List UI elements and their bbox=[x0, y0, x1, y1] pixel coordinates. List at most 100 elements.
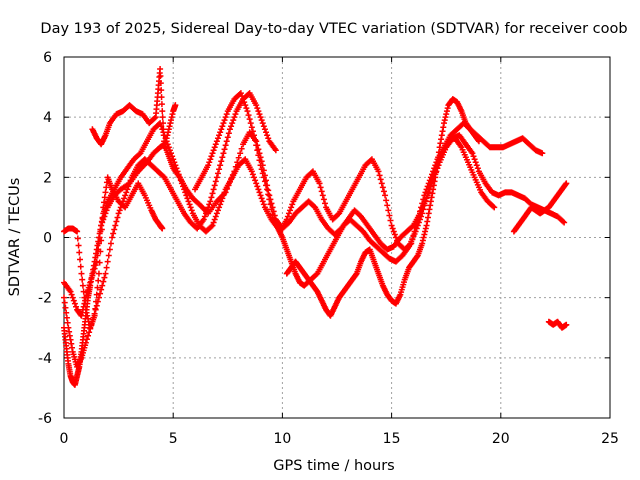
data-point bbox=[103, 264, 110, 271]
data-point bbox=[246, 116, 253, 123]
axis-ticks: 0 5 10 15 20 25 -6 -4 -2 0 2 4 6 bbox=[38, 50, 619, 447]
data-point bbox=[311, 203, 318, 210]
data-point bbox=[435, 154, 442, 161]
data-point bbox=[389, 225, 396, 232]
data-point bbox=[209, 190, 216, 197]
data-point bbox=[424, 183, 431, 190]
y-tick-label: 4 bbox=[43, 110, 52, 126]
data-point bbox=[95, 270, 102, 277]
data-point bbox=[235, 154, 242, 161]
data-point bbox=[101, 274, 108, 281]
data-point bbox=[157, 73, 164, 80]
data-point bbox=[377, 176, 384, 183]
data-point bbox=[109, 234, 116, 241]
series-9 bbox=[545, 318, 570, 331]
data-point bbox=[288, 204, 295, 211]
data-point bbox=[213, 210, 220, 217]
data-point bbox=[222, 142, 229, 149]
data-point bbox=[265, 191, 272, 198]
data-point bbox=[426, 177, 433, 184]
data-point bbox=[73, 303, 80, 310]
data-point bbox=[217, 201, 224, 208]
data-point bbox=[390, 228, 397, 235]
data-point bbox=[210, 147, 217, 154]
data-point bbox=[228, 123, 235, 130]
data-point bbox=[200, 216, 207, 223]
data-point bbox=[172, 102, 179, 109]
data-point bbox=[221, 117, 228, 124]
data-point bbox=[208, 153, 215, 160]
data-point bbox=[418, 204, 425, 211]
data-point bbox=[219, 123, 226, 130]
data-point bbox=[231, 114, 238, 121]
data-point bbox=[183, 192, 190, 199]
data-point bbox=[491, 204, 498, 211]
x-tick-label: 25 bbox=[601, 431, 619, 447]
data-point bbox=[76, 249, 83, 256]
data-point bbox=[171, 159, 178, 166]
data-point bbox=[245, 112, 252, 119]
data-point bbox=[61, 294, 67, 301]
data-point bbox=[394, 237, 401, 244]
data-point bbox=[166, 147, 173, 154]
data-point bbox=[209, 150, 216, 157]
data-point bbox=[409, 236, 416, 243]
data-point bbox=[419, 200, 426, 207]
data-point bbox=[251, 174, 258, 181]
data-point bbox=[184, 195, 191, 202]
y-tick-label: -4 bbox=[38, 351, 52, 367]
data-point bbox=[563, 180, 570, 187]
data-point bbox=[78, 270, 85, 277]
data-point bbox=[226, 126, 233, 133]
data-point bbox=[412, 224, 419, 231]
data-point bbox=[64, 319, 71, 326]
data-point bbox=[248, 124, 255, 131]
data-point bbox=[240, 96, 247, 103]
data-point bbox=[102, 270, 109, 277]
data-point bbox=[258, 195, 265, 202]
data-point bbox=[242, 102, 249, 109]
data-point bbox=[62, 304, 69, 311]
data-point bbox=[98, 286, 105, 293]
data-point bbox=[97, 248, 104, 255]
y-tick-label: 0 bbox=[43, 231, 52, 247]
data-point bbox=[237, 90, 244, 97]
x-tick-label: 5 bbox=[169, 431, 178, 447]
data-point bbox=[223, 111, 230, 118]
data-point bbox=[136, 151, 143, 158]
x-tick-label: 0 bbox=[60, 431, 69, 447]
data-point bbox=[115, 210, 122, 217]
data-point bbox=[157, 80, 164, 87]
data-point bbox=[209, 222, 216, 229]
y-tick-label: -6 bbox=[38, 411, 52, 427]
data-point bbox=[93, 302, 100, 309]
data-point bbox=[259, 170, 266, 177]
data-point bbox=[216, 166, 223, 173]
data-point bbox=[187, 204, 194, 211]
data-point bbox=[100, 278, 107, 285]
data-point bbox=[159, 114, 166, 121]
data-point bbox=[560, 218, 567, 225]
data-point bbox=[79, 282, 86, 289]
y-tick-label: 6 bbox=[43, 50, 52, 66]
data-point bbox=[118, 201, 125, 208]
data-point bbox=[207, 198, 214, 205]
data-point bbox=[378, 180, 385, 187]
data-point bbox=[385, 207, 392, 214]
data-point bbox=[382, 192, 389, 199]
data-point bbox=[268, 200, 275, 207]
data-point bbox=[247, 120, 254, 127]
data-point bbox=[204, 207, 211, 214]
data-point bbox=[175, 171, 182, 178]
data-point bbox=[255, 186, 262, 193]
data-point bbox=[181, 186, 188, 193]
data-point bbox=[238, 145, 245, 152]
data-point bbox=[158, 87, 165, 94]
data-point bbox=[380, 188, 387, 195]
data-point bbox=[211, 216, 218, 223]
data-point bbox=[241, 99, 248, 106]
data-point bbox=[388, 222, 395, 229]
data-point bbox=[429, 171, 436, 178]
data-point bbox=[287, 207, 294, 214]
